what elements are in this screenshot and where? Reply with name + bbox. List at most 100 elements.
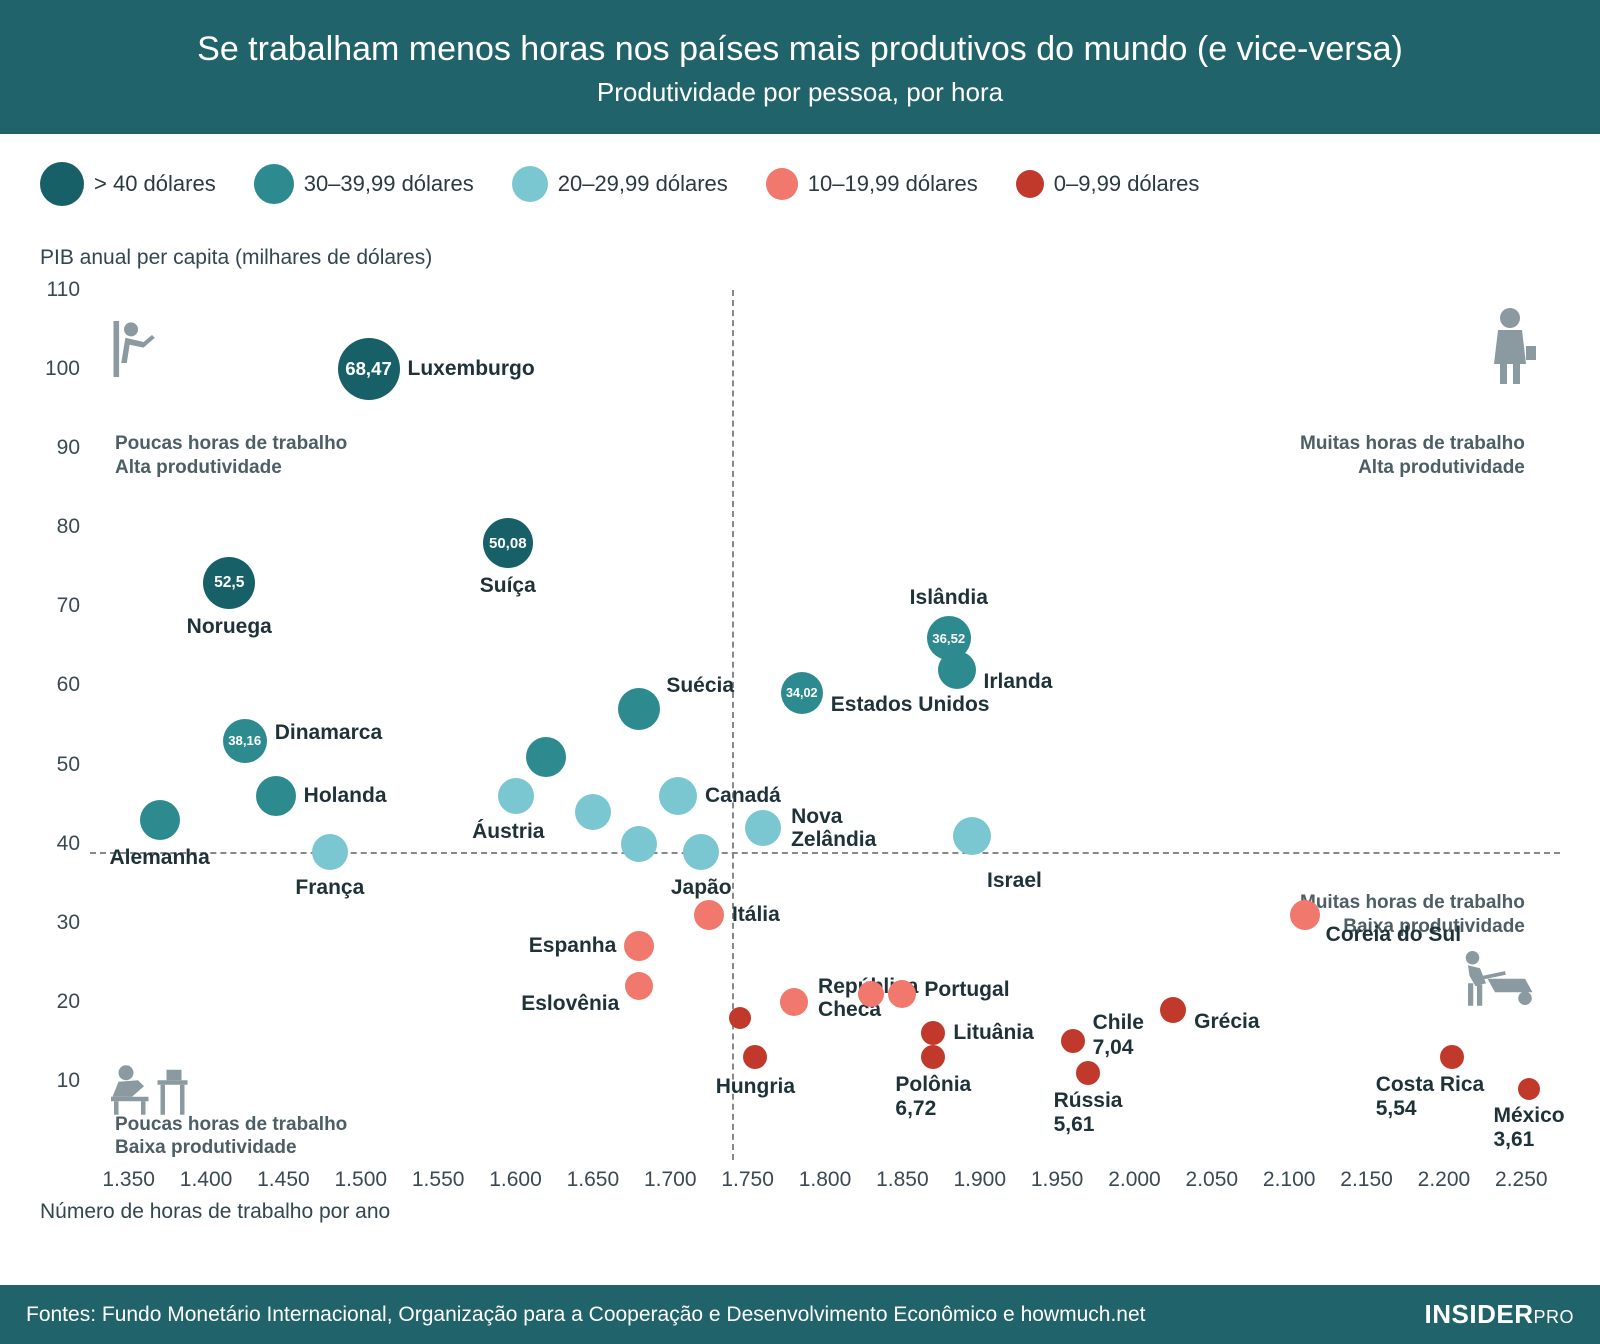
x-tick: 2.150: [1340, 1168, 1393, 1192]
x-tick: 1.650: [567, 1168, 620, 1192]
data-point: 38,16: [223, 719, 267, 763]
brand-logo: INSIDERPRO: [1425, 1299, 1574, 1330]
x-tick: 1.500: [335, 1168, 388, 1192]
x-tick: 1.600: [489, 1168, 542, 1192]
data-point: 68,47: [338, 338, 400, 400]
legend-label: 30–39,99 dólares: [304, 171, 474, 197]
legend-label: 0–9,99 dólares: [1054, 171, 1200, 197]
legend-item: 10–19,99 dólares: [766, 168, 978, 200]
point-label: Islândia: [910, 586, 988, 610]
sources-text: Fontes: Fundo Monetário Internacional, O…: [26, 1303, 1145, 1327]
data-point: [921, 1045, 945, 1069]
point-label: Japão: [671, 876, 732, 900]
data-point: [1290, 900, 1320, 930]
relax-work-icon: [110, 314, 180, 389]
x-tick: 1.450: [257, 1168, 310, 1192]
legend-label: 20–29,99 dólares: [558, 171, 728, 197]
point-label: Áustria: [472, 820, 544, 844]
point-value: 50,08: [489, 535, 527, 552]
data-point: [694, 900, 724, 930]
point-label: Lituânia: [953, 1021, 1034, 1045]
data-point: [858, 981, 884, 1007]
point-label: Costa Rica5,54: [1376, 1073, 1485, 1121]
x-tick: 1.350: [102, 1168, 155, 1192]
point-value: 68,47: [345, 358, 392, 380]
point-label: Noruega: [187, 615, 272, 639]
legend-swatch: [40, 162, 84, 206]
point-label: Suíça: [480, 574, 536, 598]
x-tick: 1.900: [953, 1168, 1006, 1192]
x-axis-label: Número de horas de trabalho por ano: [40, 1200, 390, 1224]
point-label: Espanha: [529, 934, 617, 958]
x-tick: 2.100: [1263, 1168, 1316, 1192]
data-point: [1440, 1045, 1464, 1069]
legend-label: 10–19,99 dólares: [808, 171, 978, 197]
legend-item: > 40 dólares: [40, 162, 216, 206]
point-label: Israel: [987, 869, 1042, 893]
legend-swatch: [766, 168, 798, 200]
y-tick: 80: [57, 515, 80, 539]
chart-subtitle: Produtividade por pessoa, por hora: [20, 77, 1580, 108]
data-point: [625, 972, 653, 1000]
x-tick: 2.000: [1108, 1168, 1161, 1192]
point-label: Rússia5,61: [1054, 1089, 1123, 1137]
data-point: [621, 826, 657, 862]
y-tick: 60: [57, 673, 80, 697]
y-tick: 50: [57, 753, 80, 777]
data-point: 50,08: [483, 518, 533, 568]
data-point: [683, 834, 719, 870]
point-label: Luxemburgo: [408, 357, 535, 381]
data-point: [618, 688, 660, 730]
point-label: NovaZelândia: [791, 805, 876, 851]
point-label: México3,61: [1493, 1104, 1564, 1152]
data-point: [575, 794, 611, 830]
point-label: Portugal: [924, 978, 1009, 1002]
chart-plot-area: 1020304050607080901001101.3501.4001.4501…: [90, 290, 1560, 1160]
x-tick: 2.050: [1186, 1168, 1239, 1192]
header: Se trabalham menos horas nos países mais…: [0, 0, 1600, 134]
data-point: [624, 931, 654, 961]
y-tick: 70: [57, 594, 80, 618]
chart-container: { "header": { "title": "Se trabalham men…: [0, 0, 1600, 1344]
legend-item: 0–9,99 dólares: [1016, 170, 1200, 198]
y-tick: 100: [45, 357, 80, 381]
point-label: Chile7,04: [1093, 1011, 1144, 1059]
data-point: [1160, 997, 1186, 1023]
footer: Fontes: Fundo Monetário Internacional, O…: [0, 1285, 1600, 1344]
divider-horizontal: [90, 852, 1560, 854]
point-label: Polônia6,72: [895, 1073, 971, 1121]
y-tick: 110: [47, 278, 80, 302]
y-axis-label: PIB anual per capita (milhares de dólare…: [40, 246, 432, 270]
legend-item: 30–39,99 dólares: [254, 164, 474, 204]
x-tick: 1.550: [412, 1168, 465, 1192]
x-tick: 1.800: [799, 1168, 852, 1192]
y-tick: 10: [57, 1069, 80, 1093]
legend-swatch: [512, 166, 548, 202]
point-label: Coreia do Sul: [1326, 923, 1461, 947]
x-tick: 1.400: [180, 1168, 233, 1192]
data-point: [526, 737, 566, 777]
point-label: Holanda: [304, 784, 387, 808]
point-label: Suécia: [666, 674, 734, 698]
data-point: [888, 980, 916, 1008]
x-tick: 1.700: [644, 1168, 697, 1192]
point-label: Itália: [732, 903, 780, 927]
y-tick: 90: [57, 436, 80, 460]
businessman-icon: [1480, 306, 1540, 391]
data-point: [953, 817, 991, 855]
point-value: 34,02: [786, 686, 818, 700]
divider-vertical: [732, 290, 734, 1160]
data-point: [1518, 1078, 1540, 1100]
point-label: Eslovênia: [521, 992, 619, 1016]
legend-swatch: [254, 164, 294, 204]
wheelbarrow-icon: [1450, 946, 1540, 1021]
point-label: Dinamarca: [275, 721, 382, 745]
x-tick: 1.850: [876, 1168, 929, 1192]
lounge-icon: [105, 1049, 195, 1124]
data-point: [659, 777, 697, 815]
data-point: [729, 1007, 751, 1029]
point-label: Grécia: [1194, 1010, 1259, 1034]
point-label: Irlanda: [984, 670, 1053, 694]
data-point: 34,02: [781, 672, 823, 714]
y-tick: 30: [57, 911, 80, 935]
